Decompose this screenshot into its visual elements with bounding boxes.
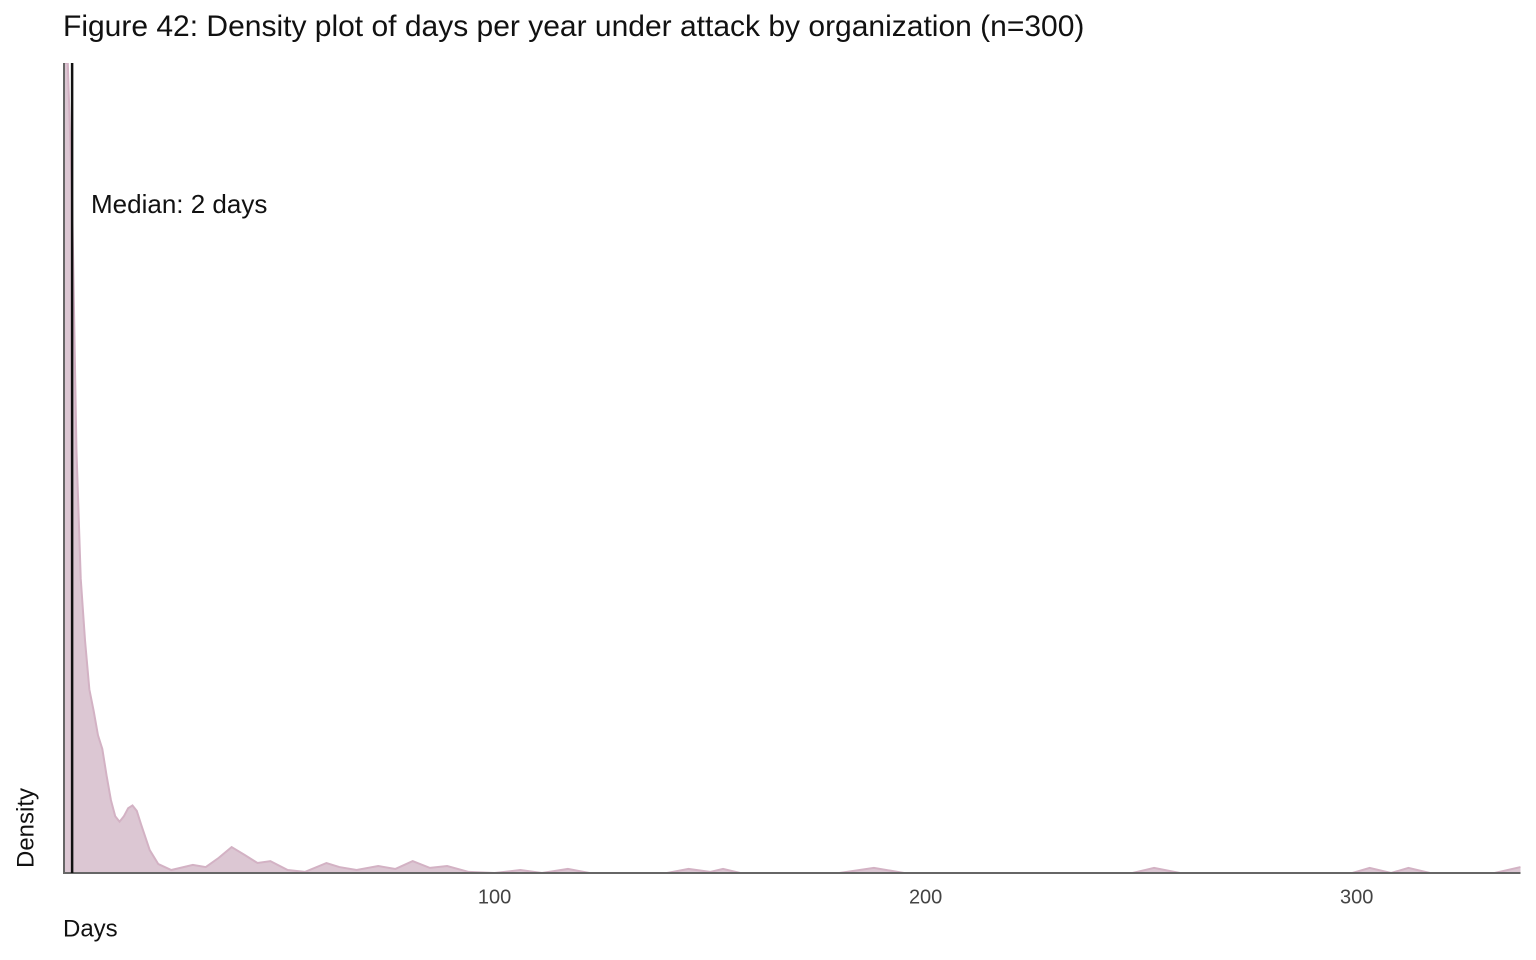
x-axis-title: Days [63,915,118,942]
x-tick-label: 200 [909,886,942,908]
density-area [63,63,1521,873]
x-tick-label: 100 [478,886,511,908]
density-line [63,63,1521,874]
median-annotation: Median: 2 days [91,189,267,219]
x-tick-label: 300 [1340,886,1373,908]
y-axis-title: Density [12,788,39,868]
chart-title: Figure 42: Density plot of days per year… [63,10,1084,43]
